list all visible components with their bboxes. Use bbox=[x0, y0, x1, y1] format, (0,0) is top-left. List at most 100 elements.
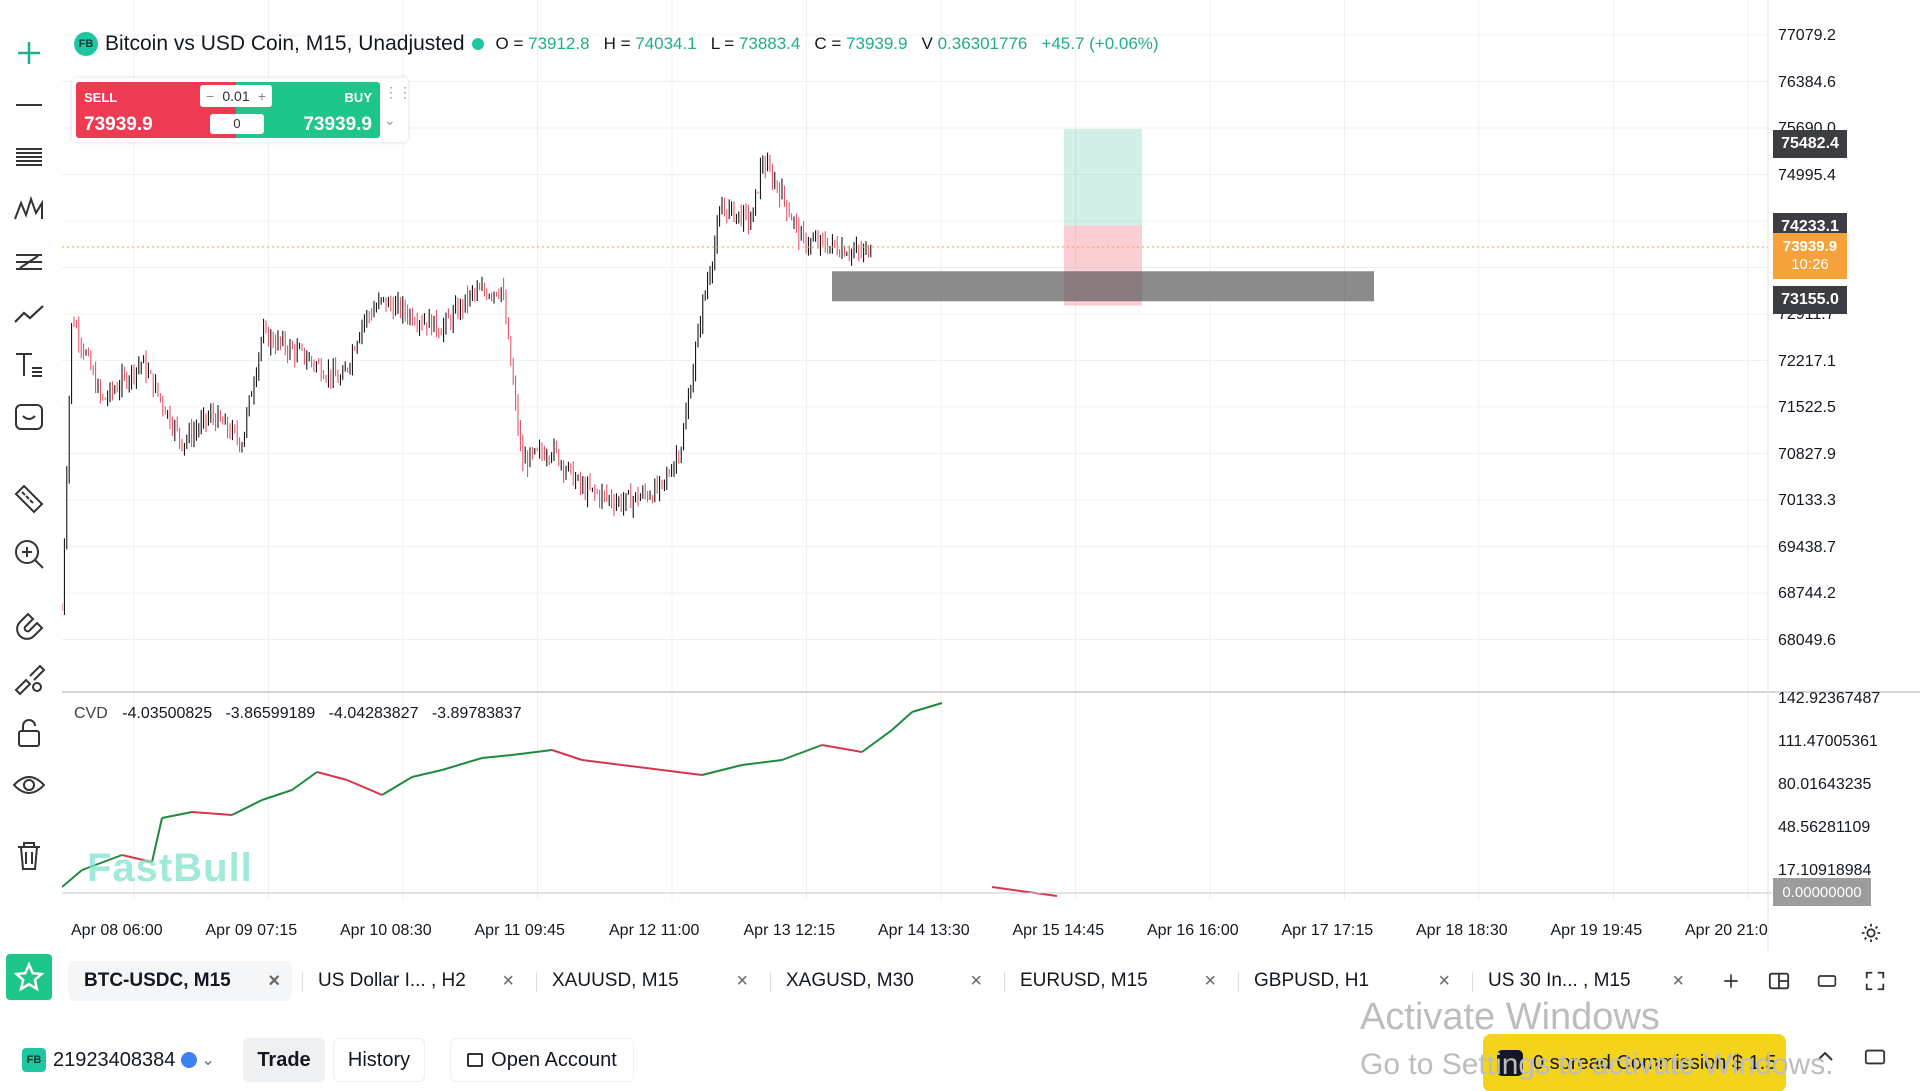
promo-text: 0 spread Commission $ 1.5 bbox=[1533, 1051, 1777, 1074]
quantity-value[interactable]: 0.01 bbox=[222, 88, 250, 104]
spread-value: 0 bbox=[210, 114, 264, 134]
chevron-down-icon[interactable]: ⌄ bbox=[384, 112, 396, 128]
cvd-segment bbox=[81, 854, 123, 871]
tab-4[interactable]: EURUSD, M15 × bbox=[1008, 961, 1228, 1001]
sell-label: SELL bbox=[84, 90, 118, 105]
quick-trade-panel: SELL 73939.9 − 0.01 + 0 BUY 73939.9 ⋮⋮ ⌄ bbox=[72, 78, 412, 142]
cvd-segment bbox=[891, 711, 913, 731]
promo-banner[interactable]: 0 spread Commission $ 1.5 bbox=[1483, 1034, 1786, 1091]
close-tab-icon[interactable]: × bbox=[268, 969, 280, 992]
drag-handle-icon[interactable]: ⋮⋮ bbox=[384, 84, 412, 100]
cvd-segment bbox=[741, 759, 783, 766]
cvd-segment bbox=[551, 749, 583, 761]
tab-6[interactable]: US 30 In... , M15 × bbox=[1476, 961, 1696, 1001]
account-selector[interactable]: FB 21923408384 ⌄ bbox=[12, 1040, 225, 1080]
channel-icon[interactable] bbox=[8, 240, 50, 282]
tab-0[interactable]: BTC-USDC, M15 × bbox=[68, 961, 292, 1001]
close-tab-icon[interactable]: × bbox=[1672, 969, 1684, 992]
card-icon bbox=[467, 1053, 484, 1067]
supply-demand-zone bbox=[832, 271, 1374, 302]
time-axis-label: Apr 08 06:00 bbox=[71, 922, 163, 939]
bottom-bar: FB 21923408384 ⌄ Trade History Open Acco… bbox=[0, 1012, 1920, 1091]
symbol-tabs-bar: BTC-USDC, M15 × US Dollar I... , H2 × XAUUSD… bbox=[0, 950, 1920, 1012]
cvd-segment bbox=[231, 799, 263, 816]
crosshair-icon[interactable] bbox=[8, 32, 50, 74]
price-chart-canvas[interactable] bbox=[62, 0, 1920, 950]
quantity-stepper[interactable]: − 0.01 + bbox=[200, 85, 272, 107]
take-profit-price-tag: 75482.4 bbox=[1773, 130, 1847, 158]
symbol-legend: FB Bitcoin vs USD Coin, M15, Unadjusted … bbox=[74, 32, 1159, 56]
account-broker-badge: FB bbox=[22, 1048, 46, 1072]
symbol-title[interactable]: Bitcoin vs USD Coin, M15, Unadjusted bbox=[105, 32, 465, 55]
cvd-segment bbox=[511, 749, 553, 756]
tab-label: XAUUSD, M15 bbox=[552, 970, 679, 991]
chart-area[interactable]: FB Bitcoin vs USD Coin, M15, Unadjusted … bbox=[62, 0, 1920, 950]
brush-settings-icon[interactable] bbox=[8, 658, 50, 700]
cvd-segment bbox=[661, 769, 703, 776]
cvd-segment bbox=[991, 886, 1058, 897]
trend-line-icon[interactable] bbox=[8, 292, 50, 334]
text-tool-icon[interactable] bbox=[8, 344, 50, 386]
pattern-icon[interactable] bbox=[8, 188, 50, 230]
emoji-sticker-icon[interactable] bbox=[8, 396, 50, 438]
eye-visibility-icon[interactable] bbox=[8, 764, 50, 806]
time-axis-label: Apr 10 08:30 bbox=[340, 922, 432, 939]
add-tab-icon[interactable] bbox=[1716, 966, 1746, 996]
price-axis-label: 69438.7 bbox=[1778, 538, 1836, 556]
lock-icon[interactable] bbox=[8, 712, 50, 754]
account-id: 21923408384 bbox=[53, 1048, 176, 1071]
horizontal-line-icon[interactable] bbox=[8, 84, 50, 126]
sell-button[interactable]: SELL 73939.9 bbox=[76, 82, 196, 138]
close-tab-icon[interactable]: × bbox=[1438, 969, 1450, 992]
zoom-in-icon[interactable] bbox=[8, 533, 50, 575]
open-account-button[interactable]: Open Account bbox=[450, 1038, 634, 1082]
tab-1[interactable]: US Dollar I... , H2 × bbox=[306, 961, 526, 1001]
time-axis-label: Apr 14 13:30 bbox=[878, 922, 970, 939]
chart-settings-gear-icon[interactable] bbox=[1856, 918, 1886, 948]
current-price-tag: 73939.9 10:26 bbox=[1773, 233, 1847, 279]
close-tab-icon[interactable]: × bbox=[970, 969, 982, 992]
tab-5[interactable]: GBPUSD, H1 × bbox=[1242, 961, 1462, 1001]
trade-tab[interactable]: Trade bbox=[243, 1038, 325, 1082]
tab-3[interactable]: XAGUSD, M30 × bbox=[774, 961, 994, 1001]
cvd-value-3: -4.04283827 bbox=[328, 705, 419, 722]
current-price: 73939.9 bbox=[1782, 238, 1838, 255]
time-axis-label: Apr 15 14:45 bbox=[1012, 922, 1105, 939]
panel-toggle-icon[interactable] bbox=[1860, 1042, 1890, 1072]
cvd-legend: CVD -4.03500825 -3.86599189 -4.04283827 … bbox=[74, 705, 522, 723]
tab-2[interactable]: XAUUSD, M15 × bbox=[540, 961, 760, 1001]
close-tab-icon[interactable]: × bbox=[736, 969, 748, 992]
chevron-up-icon[interactable] bbox=[1810, 1042, 1840, 1072]
cvd-axis-label: 111.47005361 bbox=[1778, 733, 1878, 750]
drawing-toolbar bbox=[0, 0, 58, 950]
cvd-axis-label: 48.56281109 bbox=[1778, 819, 1871, 836]
ohlc-high: H = 74034.1 bbox=[603, 34, 697, 53]
time-axis-label: Apr 16 16:00 bbox=[1147, 922, 1239, 939]
cvd-line bbox=[62, 702, 1058, 897]
minus-icon[interactable]: − bbox=[206, 88, 215, 104]
time-axis-label: Apr 09 07:15 bbox=[205, 922, 298, 939]
close-tab-icon[interactable]: × bbox=[502, 969, 514, 992]
cvd-value-1: -4.03500825 bbox=[122, 705, 213, 722]
verified-icon bbox=[181, 1052, 198, 1068]
split-layout-icon[interactable] bbox=[1764, 966, 1794, 996]
ruler-icon[interactable] bbox=[8, 478, 50, 520]
fastbull-watermark: FastBull bbox=[87, 846, 253, 890]
plus-icon[interactable]: + bbox=[257, 88, 266, 104]
candles bbox=[62, 152, 872, 615]
magnet-icon[interactable] bbox=[8, 604, 50, 646]
buy-button[interactable]: BUY 73939.9 bbox=[276, 82, 380, 138]
tab-label: EURUSD, M15 bbox=[1020, 970, 1148, 991]
history-tab[interactable]: History bbox=[333, 1038, 425, 1082]
close-tab-icon[interactable]: × bbox=[1204, 969, 1216, 992]
favorites-star-button[interactable] bbox=[6, 954, 52, 1000]
trash-icon[interactable] bbox=[8, 834, 50, 876]
ohlc-volume: V 0.36301776 bbox=[921, 34, 1028, 53]
cvd-segment bbox=[781, 744, 823, 761]
cvd-segment bbox=[161, 811, 193, 819]
window-layout-icon[interactable] bbox=[1812, 966, 1842, 996]
cvd-name[interactable]: CVD bbox=[74, 705, 108, 722]
fib-lines-icon[interactable] bbox=[8, 136, 50, 178]
fullscreen-icon[interactable] bbox=[1860, 966, 1890, 996]
